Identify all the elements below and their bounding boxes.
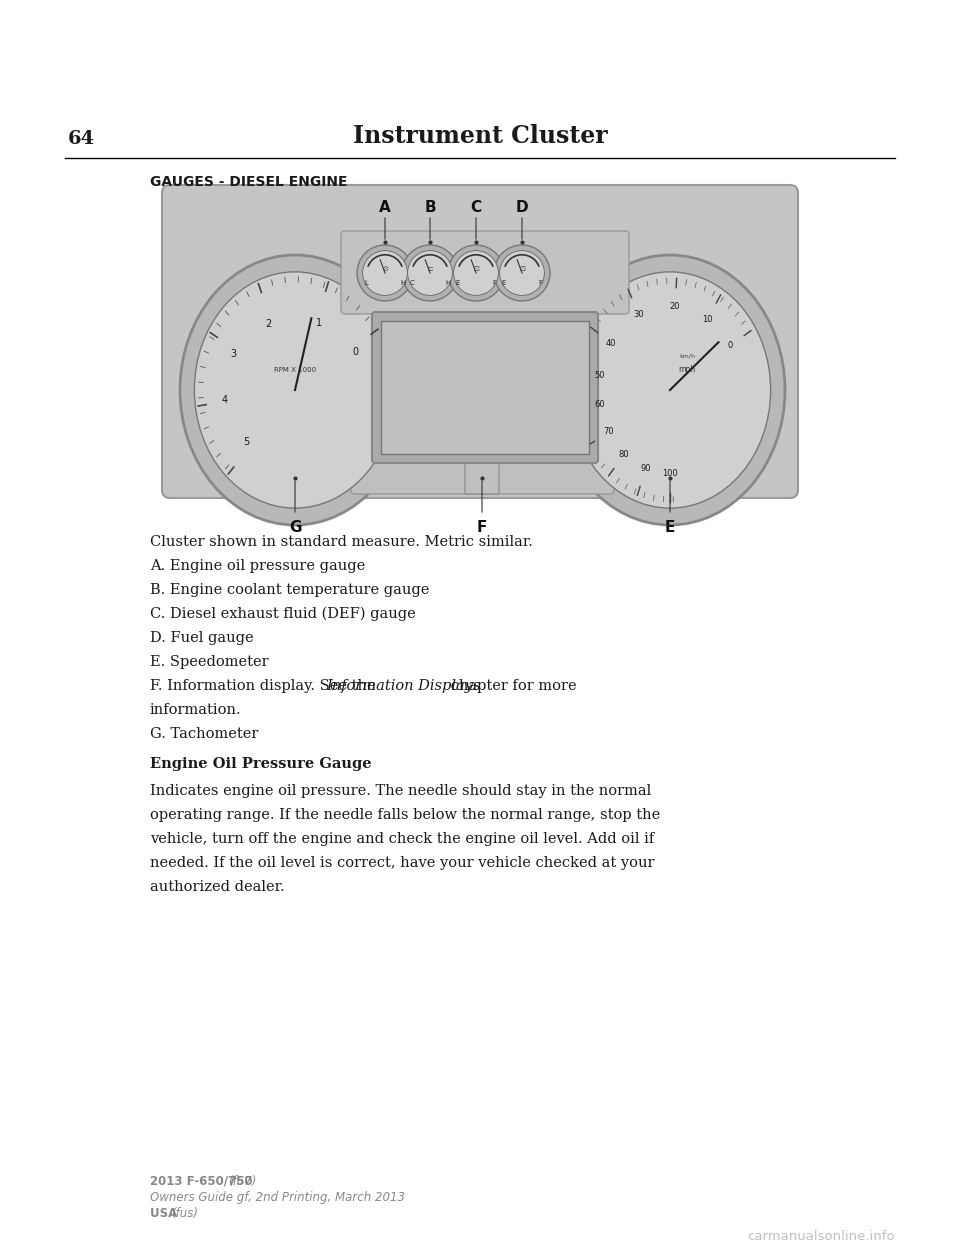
Text: 1: 1 (317, 318, 323, 328)
Text: (f67): (f67) (228, 1175, 256, 1189)
Text: 70: 70 (603, 427, 613, 436)
Text: vehicle, turn off the engine and check the engine oil level. Add oil if: vehicle, turn off the engine and check t… (150, 832, 655, 846)
Text: F: F (539, 279, 542, 286)
Text: E: E (456, 279, 460, 286)
Text: ⊡: ⊡ (519, 266, 525, 272)
Text: 0: 0 (728, 342, 733, 350)
Text: carmanualsonline.info: carmanualsonline.info (748, 1230, 895, 1242)
Text: 10: 10 (703, 314, 713, 323)
Text: D. Fuel gauge: D. Fuel gauge (150, 631, 253, 645)
Text: C: C (409, 279, 414, 286)
Text: (fus): (fus) (171, 1207, 198, 1220)
Text: information.: information. (150, 703, 242, 717)
Text: 40: 40 (606, 339, 616, 348)
Text: 2013 F-650/750: 2013 F-650/750 (150, 1175, 256, 1189)
Text: F: F (477, 520, 487, 535)
Text: 2: 2 (265, 319, 272, 329)
Circle shape (363, 251, 407, 296)
Text: Indicates engine oil pressure. The needle should stay in the normal: Indicates engine oil pressure. The needl… (150, 784, 651, 799)
Text: 3: 3 (230, 349, 236, 359)
Text: C: C (470, 200, 482, 215)
Text: G: G (289, 520, 301, 535)
Text: operating range. If the needle falls below the normal range, stop the: operating range. If the needle falls bel… (150, 809, 660, 822)
FancyBboxPatch shape (162, 185, 798, 498)
Text: 64: 64 (68, 130, 95, 148)
Ellipse shape (180, 255, 410, 525)
Text: A: A (379, 200, 391, 215)
Text: L: L (365, 279, 369, 286)
Text: RPM X 1000: RPM X 1000 (274, 366, 316, 373)
Text: ⊡: ⊡ (473, 266, 479, 272)
Text: E. Speedometer: E. Speedometer (150, 655, 269, 669)
Circle shape (454, 251, 498, 296)
Text: C. Diesel exhaust fluid (DEF) gauge: C. Diesel exhaust fluid (DEF) gauge (150, 607, 416, 621)
Text: 20: 20 (670, 302, 681, 310)
Text: ⊏: ⊏ (427, 266, 433, 272)
Text: 0: 0 (352, 348, 358, 358)
Text: Owners Guide gf, 2nd Printing, March 2013: Owners Guide gf, 2nd Printing, March 201… (150, 1191, 405, 1203)
Text: needed. If the oil level is correct, have your vehicle checked at your: needed. If the oil level is correct, hav… (150, 856, 655, 869)
Circle shape (357, 245, 413, 301)
Text: H: H (445, 279, 451, 286)
Text: authorized dealer.: authorized dealer. (150, 881, 284, 894)
Text: ⊙: ⊙ (382, 266, 388, 272)
Circle shape (402, 245, 458, 301)
Text: 100: 100 (662, 469, 678, 478)
Text: B. Engine coolant temperature gauge: B. Engine coolant temperature gauge (150, 582, 429, 597)
Circle shape (408, 251, 452, 296)
FancyBboxPatch shape (351, 236, 614, 494)
FancyBboxPatch shape (381, 320, 589, 455)
Text: Information Displays: Information Displays (326, 679, 481, 693)
FancyBboxPatch shape (465, 458, 499, 494)
Circle shape (494, 245, 550, 301)
Text: F. Information display. See the: F. Information display. See the (150, 679, 380, 693)
Circle shape (448, 245, 504, 301)
Text: 50: 50 (594, 371, 605, 380)
Ellipse shape (194, 272, 396, 508)
Text: H: H (400, 279, 406, 286)
Text: km/h: km/h (680, 354, 695, 359)
Text: mph: mph (679, 365, 696, 374)
Text: Cluster shown in standard measure. Metric similar.: Cluster shown in standard measure. Metri… (150, 535, 533, 549)
Circle shape (499, 251, 544, 296)
Text: Engine Oil Pressure Gauge: Engine Oil Pressure Gauge (150, 758, 372, 771)
Text: E: E (665, 520, 675, 535)
Text: 5: 5 (243, 437, 250, 447)
Text: GAUGES - DIESEL ENGINE: GAUGES - DIESEL ENGINE (150, 175, 348, 189)
Text: A. Engine oil pressure gauge: A. Engine oil pressure gauge (150, 559, 365, 573)
Text: E: E (502, 279, 506, 286)
FancyBboxPatch shape (341, 231, 629, 314)
Text: chapter for more: chapter for more (446, 679, 577, 693)
Ellipse shape (555, 255, 785, 525)
FancyBboxPatch shape (372, 312, 598, 463)
Text: 60: 60 (594, 400, 605, 409)
Text: 30: 30 (634, 310, 644, 319)
Text: Instrument Cluster: Instrument Cluster (352, 124, 608, 148)
Text: B: B (424, 200, 436, 215)
Ellipse shape (569, 272, 771, 508)
Text: 4: 4 (222, 395, 228, 405)
Text: 80: 80 (619, 450, 630, 458)
Text: USA: USA (150, 1207, 181, 1220)
Text: G. Tachometer: G. Tachometer (150, 727, 258, 741)
Text: D: D (516, 200, 528, 215)
Text: F: F (492, 279, 496, 286)
Text: 90: 90 (640, 465, 651, 473)
